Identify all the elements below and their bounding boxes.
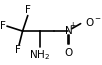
Text: N: N bbox=[65, 26, 72, 36]
Text: O$^-$: O$^-$ bbox=[85, 16, 101, 28]
Text: F: F bbox=[15, 45, 21, 55]
Text: NH$_2$: NH$_2$ bbox=[29, 49, 50, 62]
Text: F: F bbox=[0, 21, 6, 31]
Text: F: F bbox=[25, 5, 31, 15]
Text: +: + bbox=[69, 21, 76, 30]
Text: O: O bbox=[64, 48, 73, 58]
